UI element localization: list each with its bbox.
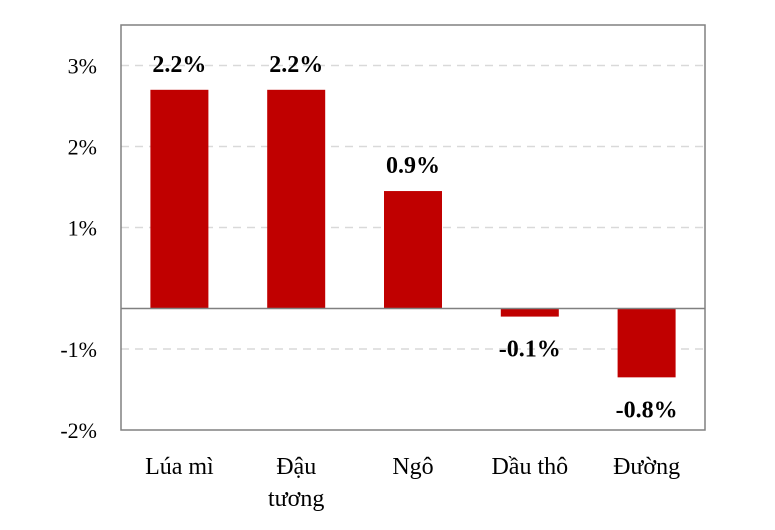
bar-0 bbox=[150, 89, 209, 309]
data-label-1: 2.2% bbox=[269, 52, 323, 78]
data-label-2: 0.9% bbox=[386, 153, 440, 179]
category-label-1-0: Đậu bbox=[276, 454, 316, 480]
data-label-3: -0.1% bbox=[499, 337, 561, 363]
category-labels: Lúa mì Đậu tương Ngô Dầu thô Đường bbox=[145, 454, 680, 512]
data-label-0: 2.2% bbox=[152, 52, 206, 78]
category-label-4-0: Đường bbox=[613, 454, 680, 480]
category-label-2-0: Ngô bbox=[392, 454, 433, 480]
y-tick-label-0: 3% bbox=[68, 54, 97, 79]
plot-area-border bbox=[120, 24, 706, 431]
bar-3 bbox=[500, 308, 559, 317]
y-axis-ticks: 3% 2% 1% -1% -2% bbox=[60, 54, 97, 444]
bar-2 bbox=[384, 191, 442, 309]
category-label-3-0: Dầu thô bbox=[491, 454, 568, 480]
y-tick-label-4: -2% bbox=[60, 418, 97, 443]
data-labels: 2.2% 2.2% 0.9% -0.1% -0.8% bbox=[152, 52, 677, 424]
y-tick-label-1: 2% bbox=[68, 135, 97, 160]
bar-4 bbox=[617, 308, 676, 378]
category-label-0-0: Lúa mì bbox=[145, 454, 214, 480]
data-label-4: -0.8% bbox=[616, 397, 678, 423]
y-tick-label-3: -1% bbox=[60, 337, 97, 362]
y-tick-label-2: 1% bbox=[68, 216, 97, 241]
bar-1 bbox=[267, 89, 326, 309]
category-label-1-1: tương bbox=[268, 486, 324, 512]
bars bbox=[150, 89, 676, 378]
